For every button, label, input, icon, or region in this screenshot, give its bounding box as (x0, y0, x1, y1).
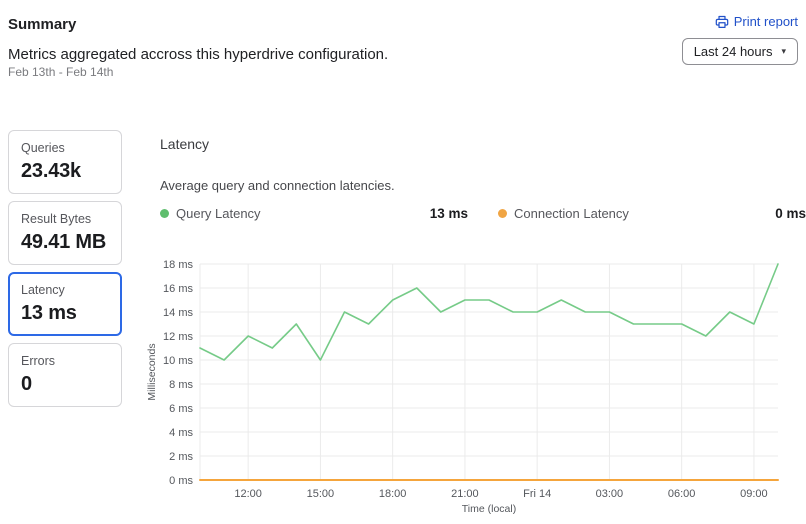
x-tick-label: 18:00 (379, 488, 407, 500)
metric-card-result-bytes[interactable]: Result Bytes 49.41 MB (8, 201, 122, 265)
y-axis-title: Milliseconds (146, 343, 158, 400)
y-tick-label: 10 ms (163, 355, 193, 367)
x-tick-label: 12:00 (234, 488, 262, 500)
x-axis-title: Time (local) (462, 503, 516, 515)
connection-latency-dot-icon (498, 209, 507, 218)
x-tick-label: Fri 14 (523, 488, 551, 500)
metric-label: Latency (21, 283, 65, 297)
legend-label: Query Latency (176, 206, 261, 221)
legend-value: 0 ms (775, 206, 806, 221)
page-header: Summary Metrics aggregated accross this … (0, 0, 806, 79)
metric-label: Queries (21, 141, 65, 155)
metric-value: 13 ms (21, 302, 77, 324)
metric-card-latency[interactable]: Latency 13 ms (8, 272, 122, 336)
x-tick-label: 15:00 (307, 488, 335, 500)
x-tick-label: 21:00 (451, 488, 479, 500)
time-range-value: Last 24 hours (693, 44, 773, 59)
latency-panel-text: Latency Average query and connection lat… (145, 136, 806, 221)
latency-panel: Latency Average query and connection lat… (145, 130, 806, 519)
metric-value: 0 (21, 373, 32, 395)
print-report-link[interactable]: Print report (715, 14, 798, 29)
legend-value: 13 ms (429, 206, 468, 221)
metric-value: 23.43k (21, 160, 81, 182)
y-tick-label: 14 ms (163, 307, 193, 319)
chevron-down-icon: ▾ (781, 46, 786, 56)
date-range: Feb 13th - Feb 14th (8, 65, 114, 79)
y-tick-label: 12 ms (163, 331, 193, 343)
query-latency-dot-icon (160, 209, 169, 218)
chart-description: Average query and connection latencies. (160, 178, 395, 193)
y-tick-label: 6 ms (169, 403, 193, 415)
y-tick-label: 2 ms (169, 451, 193, 463)
print-report-label: Print report (733, 14, 798, 29)
metric-card-errors[interactable]: Errors 0 (8, 343, 122, 407)
page-title: Summary (8, 16, 77, 33)
content-area: Queries 23.43k Result Bytes 49.41 MB Lat… (0, 130, 806, 519)
x-tick-label: 03:00 (596, 488, 624, 500)
x-tick-label: 09:00 (740, 488, 768, 500)
page-subtitle: Metrics aggregated accross this hyperdri… (8, 46, 389, 63)
legend-label: Connection Latency (514, 206, 629, 221)
chart-title: Latency (160, 136, 210, 152)
y-tick-label: 8 ms (169, 379, 193, 391)
time-range-select[interactable]: Last 24 hours ▾ (681, 38, 798, 65)
y-tick-label: 16 ms (163, 283, 193, 295)
chart-legend: Query Latency 13 ms Connection Latency 0… (160, 206, 806, 221)
header-text-block: Summary Metrics aggregated accross this … (8, 12, 388, 79)
y-tick-label: 0 ms (169, 475, 193, 487)
y-tick-label: 18 ms (163, 259, 193, 271)
metric-label: Result Bytes (21, 212, 92, 226)
metric-label: Errors (21, 354, 56, 368)
legend-item-connection-latency: Connection Latency 0 ms (498, 206, 806, 221)
query-latency-line (199, 263, 779, 361)
metric-card-queries[interactable]: Queries 23.43k (8, 130, 122, 194)
printer-icon (715, 15, 729, 29)
x-tick-label: 06:00 (668, 488, 696, 500)
y-tick-label: 4 ms (169, 427, 193, 439)
header-actions: Print report Last 24 hours ▾ (681, 12, 798, 65)
metric-cards-sidebar: Queries 23.43k Result Bytes 49.41 MB Lat… (8, 130, 122, 407)
metric-value: 49.41 MB (21, 231, 107, 253)
latency-chart: 0 ms 2 ms 4 ms 6 ms 8 ms 10 ms 12 ms 14 ms 16 ms… (146, 259, 779, 515)
legend-item-query-latency: Query Latency 13 ms (160, 206, 498, 221)
